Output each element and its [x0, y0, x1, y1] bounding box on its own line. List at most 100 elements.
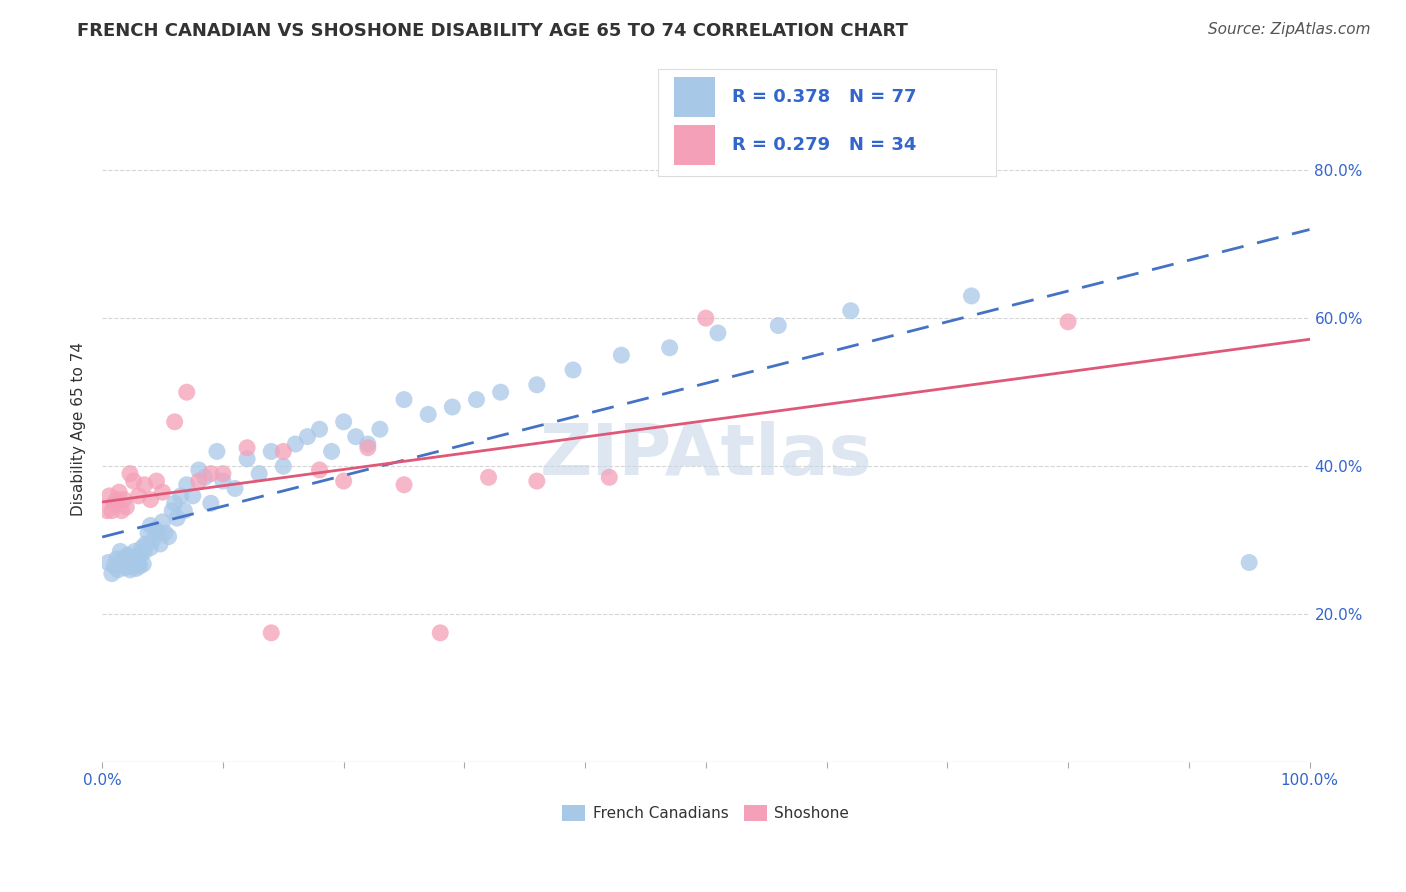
Point	[465, 392, 488, 407]
Point	[768, 318, 790, 333]
Point	[122, 474, 145, 488]
Point	[143, 522, 166, 536]
Point	[157, 530, 180, 544]
Text: FRENCH CANADIAN VS SHOSHONE DISABILITY AGE 65 TO 74 CORRELATION CHART: FRENCH CANADIAN VS SHOSHONE DISABILITY A…	[77, 22, 908, 40]
Point	[170, 489, 193, 503]
Point	[110, 503, 132, 517]
Point	[271, 459, 294, 474]
Point	[598, 470, 620, 484]
Point	[110, 557, 132, 571]
Point	[129, 548, 152, 562]
Point	[173, 503, 195, 517]
Point	[344, 429, 367, 443]
Point	[187, 463, 209, 477]
Point	[357, 437, 380, 451]
Point	[297, 429, 319, 443]
Point	[163, 496, 186, 510]
Point	[224, 482, 246, 496]
Point	[260, 444, 283, 458]
Point	[707, 326, 730, 340]
Point	[163, 415, 186, 429]
Point	[101, 503, 124, 517]
Point	[205, 444, 228, 458]
Point	[489, 385, 512, 400]
Point	[115, 554, 138, 568]
Point	[121, 551, 143, 566]
Point	[152, 485, 174, 500]
Point	[96, 503, 118, 517]
Point	[127, 557, 149, 571]
Point	[321, 444, 343, 458]
Point	[658, 341, 681, 355]
Point	[112, 492, 135, 507]
Point	[526, 377, 548, 392]
Legend: French Canadians, Shoshone: French Canadians, Shoshone	[562, 805, 849, 822]
Point	[101, 566, 124, 581]
Point	[392, 392, 415, 407]
Point	[118, 557, 141, 571]
Point	[308, 463, 330, 477]
Point	[260, 625, 283, 640]
Point	[236, 451, 259, 466]
Point	[332, 474, 354, 488]
Point	[136, 525, 159, 540]
Point	[1057, 315, 1080, 329]
Point	[122, 554, 145, 568]
Point	[124, 544, 146, 558]
Point	[145, 474, 167, 488]
Point	[176, 385, 198, 400]
Point	[135, 537, 157, 551]
Point	[153, 525, 176, 540]
Point	[839, 303, 862, 318]
Point	[187, 474, 209, 488]
Point	[149, 537, 172, 551]
Point	[200, 467, 222, 481]
Point	[1237, 556, 1260, 570]
Point	[128, 559, 150, 574]
Point	[105, 551, 128, 566]
Point	[418, 408, 440, 422]
Point	[97, 556, 120, 570]
Point	[166, 511, 188, 525]
Point	[114, 560, 136, 574]
Point	[368, 422, 391, 436]
Point	[212, 474, 235, 488]
Point	[477, 470, 499, 484]
Point	[107, 563, 129, 577]
Point	[146, 525, 169, 540]
Point	[441, 400, 464, 414]
Point	[284, 437, 307, 451]
Point	[131, 541, 153, 555]
Point	[115, 500, 138, 514]
Y-axis label: Disability Age 65 to 74: Disability Age 65 to 74	[72, 343, 86, 516]
Point	[194, 470, 217, 484]
Point	[108, 485, 131, 500]
Point	[139, 492, 162, 507]
Point	[103, 559, 125, 574]
Point	[247, 467, 270, 481]
Point	[120, 559, 142, 574]
Point	[357, 441, 380, 455]
Point	[103, 496, 125, 510]
Point	[181, 489, 204, 503]
Point	[127, 549, 149, 564]
Point	[526, 474, 548, 488]
Point	[98, 489, 121, 503]
Point	[212, 467, 235, 481]
Point	[610, 348, 633, 362]
Point	[139, 541, 162, 555]
Point	[139, 518, 162, 533]
Point	[176, 477, 198, 491]
Point	[695, 311, 717, 326]
Point	[118, 563, 141, 577]
Point	[236, 441, 259, 455]
Point	[118, 467, 141, 481]
Point	[134, 477, 156, 491]
Point	[562, 363, 585, 377]
Point	[112, 551, 135, 566]
Point	[110, 556, 132, 570]
Text: Source: ZipAtlas.com: Source: ZipAtlas.com	[1208, 22, 1371, 37]
Point	[152, 515, 174, 529]
Point	[200, 496, 222, 510]
Point	[392, 477, 415, 491]
